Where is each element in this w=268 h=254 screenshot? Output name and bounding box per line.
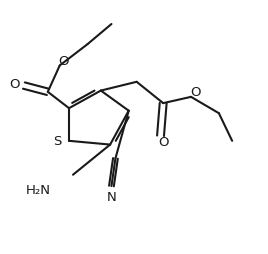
Text: O: O bbox=[190, 86, 200, 99]
Text: O: O bbox=[58, 55, 69, 68]
Text: H₂N: H₂N bbox=[25, 184, 50, 197]
Text: O: O bbox=[158, 136, 168, 149]
Text: S: S bbox=[53, 135, 61, 148]
Text: O: O bbox=[9, 78, 19, 91]
Text: N: N bbox=[107, 191, 116, 204]
